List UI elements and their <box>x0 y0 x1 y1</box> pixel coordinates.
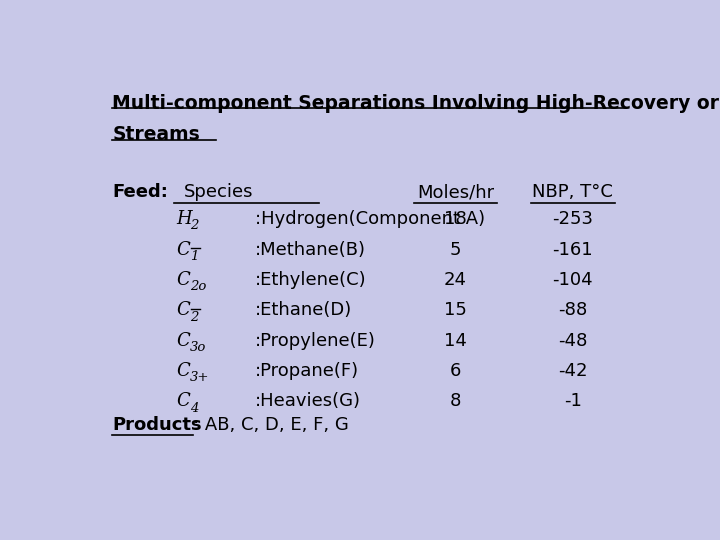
Text: 8: 8 <box>450 393 462 410</box>
Text: :Hydrogen(Component A): :Hydrogen(Component A) <box>255 210 485 228</box>
Text: 3o: 3o <box>190 341 206 354</box>
Text: 5: 5 <box>450 241 462 259</box>
Text: 24: 24 <box>444 271 467 289</box>
Text: 14: 14 <box>444 332 467 350</box>
Text: 18: 18 <box>444 210 467 228</box>
Text: -88: -88 <box>558 301 588 319</box>
Text: H: H <box>176 210 192 228</box>
Text: Multi-component Separations Involving High-Recovery or Sharp Product: Multi-component Separations Involving Hi… <box>112 94 720 113</box>
Text: -161: -161 <box>552 241 593 259</box>
Text: -104: -104 <box>552 271 593 289</box>
Text: 15: 15 <box>444 301 467 319</box>
Text: -42: -42 <box>558 362 588 380</box>
Text: :Ethylene(C): :Ethylene(C) <box>255 271 366 289</box>
Text: :Ethane(D): :Ethane(D) <box>255 301 352 319</box>
Text: :Methane(B): :Methane(B) <box>255 241 366 259</box>
Text: Feed:: Feed: <box>112 183 168 201</box>
Text: -48: -48 <box>558 332 588 350</box>
Text: Streams: Streams <box>112 125 200 144</box>
Text: -253: -253 <box>552 210 593 228</box>
Text: NBP, T°C: NBP, T°C <box>532 183 613 201</box>
Text: C: C <box>176 301 190 319</box>
Text: 2: 2 <box>190 219 198 233</box>
Text: 3+: 3+ <box>190 371 210 384</box>
Text: 4: 4 <box>190 402 198 415</box>
Text: 6: 6 <box>450 362 462 380</box>
Text: 2: 2 <box>190 310 198 323</box>
Text: :Heavies(G): :Heavies(G) <box>255 393 361 410</box>
Text: 1: 1 <box>190 250 198 263</box>
Text: :Propane(F): :Propane(F) <box>255 362 359 380</box>
Text: Species: Species <box>184 183 253 201</box>
Text: C: C <box>176 393 190 410</box>
Text: :Propylene(E): :Propylene(E) <box>255 332 376 350</box>
Text: C: C <box>176 362 190 380</box>
Text: : AB, C, D, E, F, G: : AB, C, D, E, F, G <box>193 416 349 434</box>
Text: Moles/hr: Moles/hr <box>417 183 494 201</box>
Text: C: C <box>176 241 190 259</box>
Text: 2o: 2o <box>190 280 206 293</box>
Text: Products: Products <box>112 416 202 434</box>
Text: -1: -1 <box>564 393 582 410</box>
Text: C: C <box>176 332 190 350</box>
Text: C: C <box>176 271 190 289</box>
